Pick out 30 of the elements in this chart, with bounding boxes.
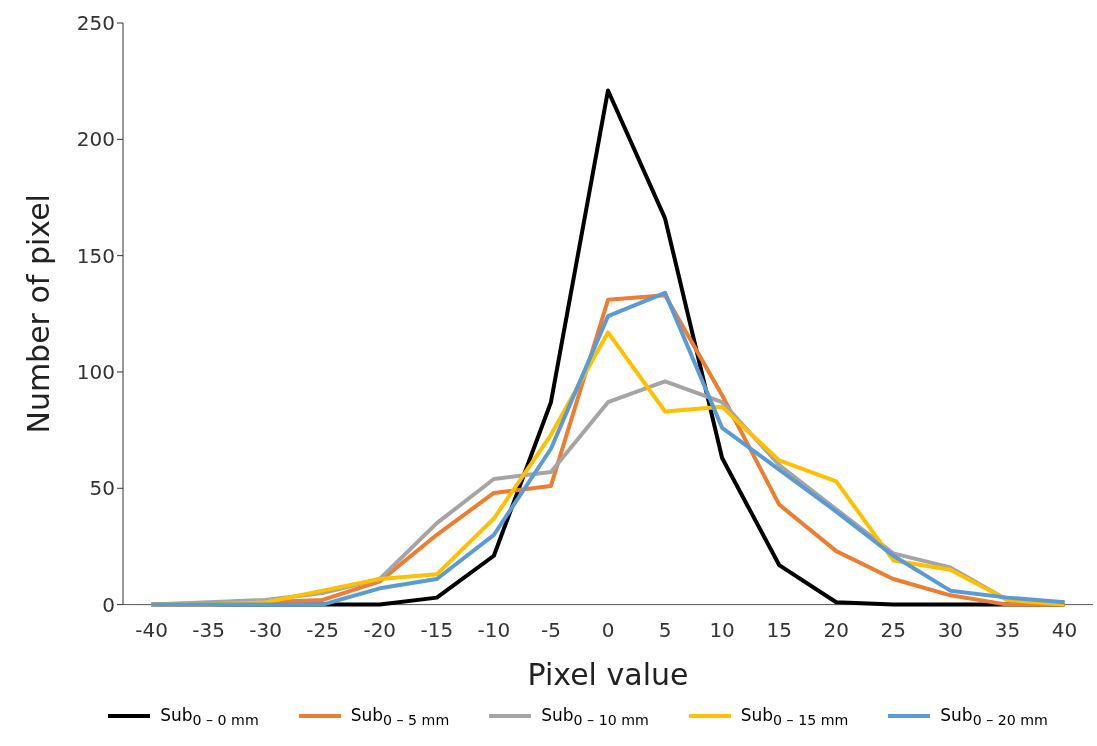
x-tick-label: 5 [658,617,672,642]
y-axis-title: Number of pixel [20,194,56,434]
x-tick-label: -40 [135,617,168,642]
x-tick-label: -15 [420,617,454,642]
x-tick-label: 30 [937,617,964,642]
y-tick-label: 100 [76,360,115,385]
x-tick-label: 35 [994,617,1021,642]
y-tick-label: 150 [76,243,115,268]
x-tick-label: -10 [477,617,511,642]
legend-label: Sub$_{0 – 5 mm}$ [350,704,450,728]
y-tick-label: 50 [89,476,115,501]
x-tick-label: 25 [880,617,907,642]
legend-label: Sub$_{0 – 0 mm}$ [160,704,259,728]
x-tick-label: 15 [766,617,792,642]
y-tick-label: 250 [76,11,115,36]
x-axis-title: Pixel value [527,656,689,692]
x-tick-label: 10 [709,617,735,642]
x-tick-label: 20 [823,617,849,642]
y-tick-label: 200 [76,127,115,152]
legend-label: Sub$_{0 – 10 mm}$ [541,704,649,728]
x-tick-label: 40 [1051,617,1078,642]
y-tick-label: 0 [102,592,115,617]
x-tick-label: -5 [540,617,561,642]
x-tick-label: -30 [249,617,282,642]
x-tick-label: -25 [306,617,340,642]
x-tick-label: -35 [192,617,225,642]
x-tick-label: -20 [363,617,397,642]
legend-label: Sub$_{0 – 15 mm}$ [740,704,849,728]
x-tick-label: 0 [601,617,615,642]
legend-label: Sub$_{0 – 20 mm}$ [940,704,1048,728]
